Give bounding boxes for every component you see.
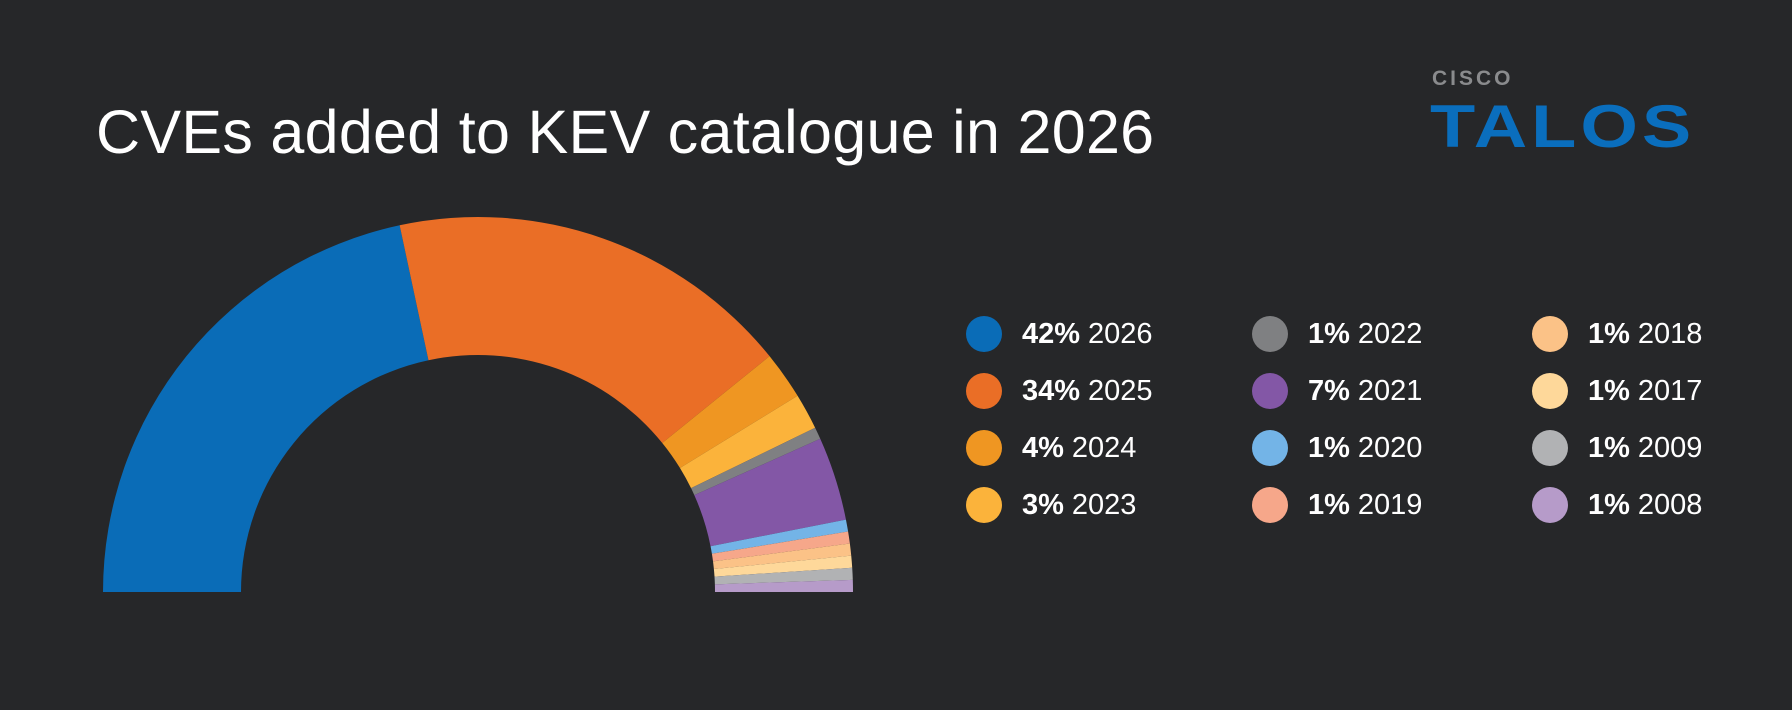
legend-item-2024: 4% 2024 — [966, 428, 1136, 468]
legend-percent-2008: 1% — [1588, 488, 1630, 521]
legend-percent-2023: 3% — [1022, 488, 1064, 521]
slice-2009 — [714, 567, 853, 585]
slice-2022 — [691, 427, 821, 496]
chart-legend: 42% 2026 34% 2025 4% 2024 3% 2023 1% 2022 7% 2021 1%… — [966, 314, 1746, 554]
legend-percent-2017: 1% — [1588, 374, 1630, 407]
cisco-talos-logo: CISCO TALOS — [1430, 64, 1700, 168]
legend-year-2019: 2019 — [1357, 488, 1423, 521]
slice-2026 — [103, 225, 429, 592]
legend-percent-2025: 34% — [1022, 374, 1081, 407]
legend-item-2017: 1% 2017 — [1532, 371, 1702, 411]
legend-item-2026: 42% 2026 — [966, 314, 1153, 354]
legend-percent-2019: 1% — [1308, 488, 1350, 521]
legend-item-2018: 1% 2018 — [1532, 314, 1702, 354]
slice-2019 — [711, 531, 850, 562]
legend-percent-2024: 4% — [1022, 431, 1064, 464]
legend-item-2020: 1% 2020 — [1252, 428, 1422, 468]
legend-swatch-2019 — [1252, 487, 1288, 523]
legend-item-2009: 1% 2009 — [1532, 428, 1702, 468]
legend-swatch-2017 — [1532, 373, 1568, 409]
legend-year-2024: 2024 — [1071, 431, 1137, 464]
legend-item-2021: 7% 2021 — [1252, 371, 1422, 411]
chart-title: CVEs added to KEV catalogue in 2026 — [96, 98, 1155, 166]
legend-swatch-2021 — [1252, 373, 1288, 409]
legend-item-2022: 1% 2022 — [1252, 314, 1422, 354]
slice-2008 — [714, 579, 853, 592]
legend-item-2023: 3% 2023 — [966, 485, 1136, 525]
legend-percent-2021: 7% — [1308, 374, 1350, 407]
legend-swatch-2018 — [1532, 316, 1568, 352]
legend-item-2025: 34% 2025 — [966, 371, 1153, 411]
slice-2021 — [694, 438, 846, 547]
legend-year-2018: 2018 — [1637, 317, 1703, 350]
legend-year-2008: 2008 — [1637, 488, 1703, 521]
legend-year-2021: 2021 — [1357, 374, 1423, 407]
legend-year-2022: 2022 — [1357, 317, 1423, 350]
slice-2023 — [679, 395, 816, 489]
legend-percent-2026: 42% — [1022, 317, 1081, 350]
legend-year-2017: 2017 — [1637, 374, 1703, 407]
legend-swatch-2026 — [966, 316, 1002, 352]
legend-swatch-2008 — [1532, 487, 1568, 523]
slice-2017 — [713, 555, 853, 577]
legend-year-2020: 2020 — [1357, 431, 1423, 464]
legend-percent-2022: 1% — [1308, 317, 1350, 350]
legend-year-2026: 2026 — [1088, 317, 1153, 350]
legend-percent-2018: 1% — [1588, 317, 1630, 350]
legend-item-2008: 1% 2008 — [1532, 485, 1702, 525]
logo-talos-text: TALOS — [1430, 91, 1696, 160]
logo-cisco-text: CISCO — [1432, 67, 1514, 90]
slice-2024 — [662, 356, 798, 468]
slice-2025 — [399, 217, 770, 443]
legend-swatch-2024 — [966, 430, 1002, 466]
legend-swatch-2023 — [966, 487, 1002, 523]
legend-item-2019: 1% 2019 — [1252, 485, 1422, 525]
slice-2020 — [710, 519, 849, 554]
slice-2018 — [713, 543, 852, 570]
legend-swatch-2022 — [1252, 316, 1288, 352]
legend-swatch-2020 — [1252, 430, 1288, 466]
legend-swatch-2009 — [1532, 430, 1568, 466]
legend-year-2009: 2009 — [1637, 431, 1703, 464]
legend-percent-2009: 1% — [1588, 431, 1630, 464]
legend-swatch-2025 — [966, 373, 1002, 409]
legend-year-2023: 2023 — [1071, 488, 1137, 521]
legend-percent-2020: 1% — [1308, 431, 1350, 464]
legend-year-2025: 2025 — [1088, 374, 1153, 407]
